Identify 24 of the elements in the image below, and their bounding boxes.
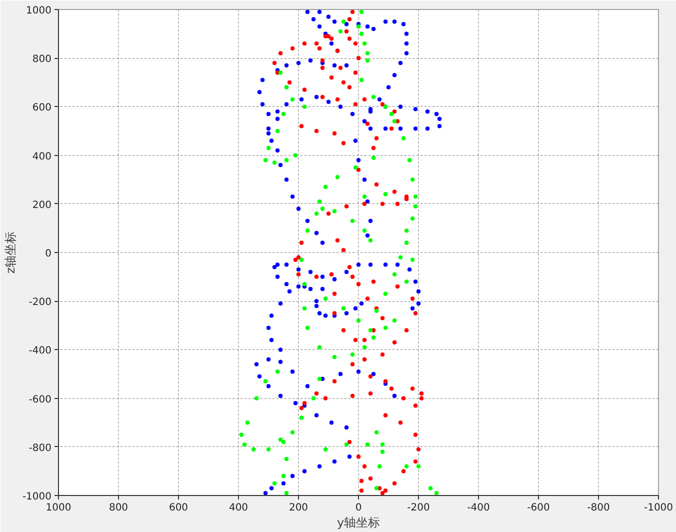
y-tick-label: -1000 bbox=[22, 492, 52, 502]
y-tick-label: -800 bbox=[28, 442, 52, 454]
x-tick-label: 400 bbox=[228, 502, 248, 514]
x-tick-label: 800 bbox=[108, 502, 128, 514]
y-tick-label: 600 bbox=[32, 102, 52, 114]
x-tick-label: -200 bbox=[407, 502, 430, 514]
y-axis-title: z轴坐标 bbox=[3, 231, 18, 274]
y-tick-label: -200 bbox=[28, 297, 52, 308]
y-tick-label: -400 bbox=[28, 346, 52, 357]
y-tick-label: -600 bbox=[28, 394, 52, 406]
y-tick-label: 200 bbox=[32, 200, 52, 211]
x-tick-label: 1000 bbox=[46, 502, 72, 514]
x-tick-label: -600 bbox=[527, 502, 550, 514]
y-tick-label: 0 bbox=[45, 248, 52, 260]
x-tick-label: -400 bbox=[467, 502, 490, 514]
x-tick-label: -1000 bbox=[644, 502, 674, 514]
x-axis-title: y轴坐标 bbox=[336, 516, 380, 530]
x-tick-label: 600 bbox=[168, 502, 188, 514]
x-tick-label: 0 bbox=[355, 502, 362, 514]
x-tick-label: -800 bbox=[587, 502, 610, 514]
y-tick-label: 1000 bbox=[26, 6, 52, 16]
y-tick-label: 400 bbox=[32, 151, 52, 162]
y-tick-label: 800 bbox=[32, 54, 52, 66]
x-tick-label: 200 bbox=[288, 502, 308, 514]
